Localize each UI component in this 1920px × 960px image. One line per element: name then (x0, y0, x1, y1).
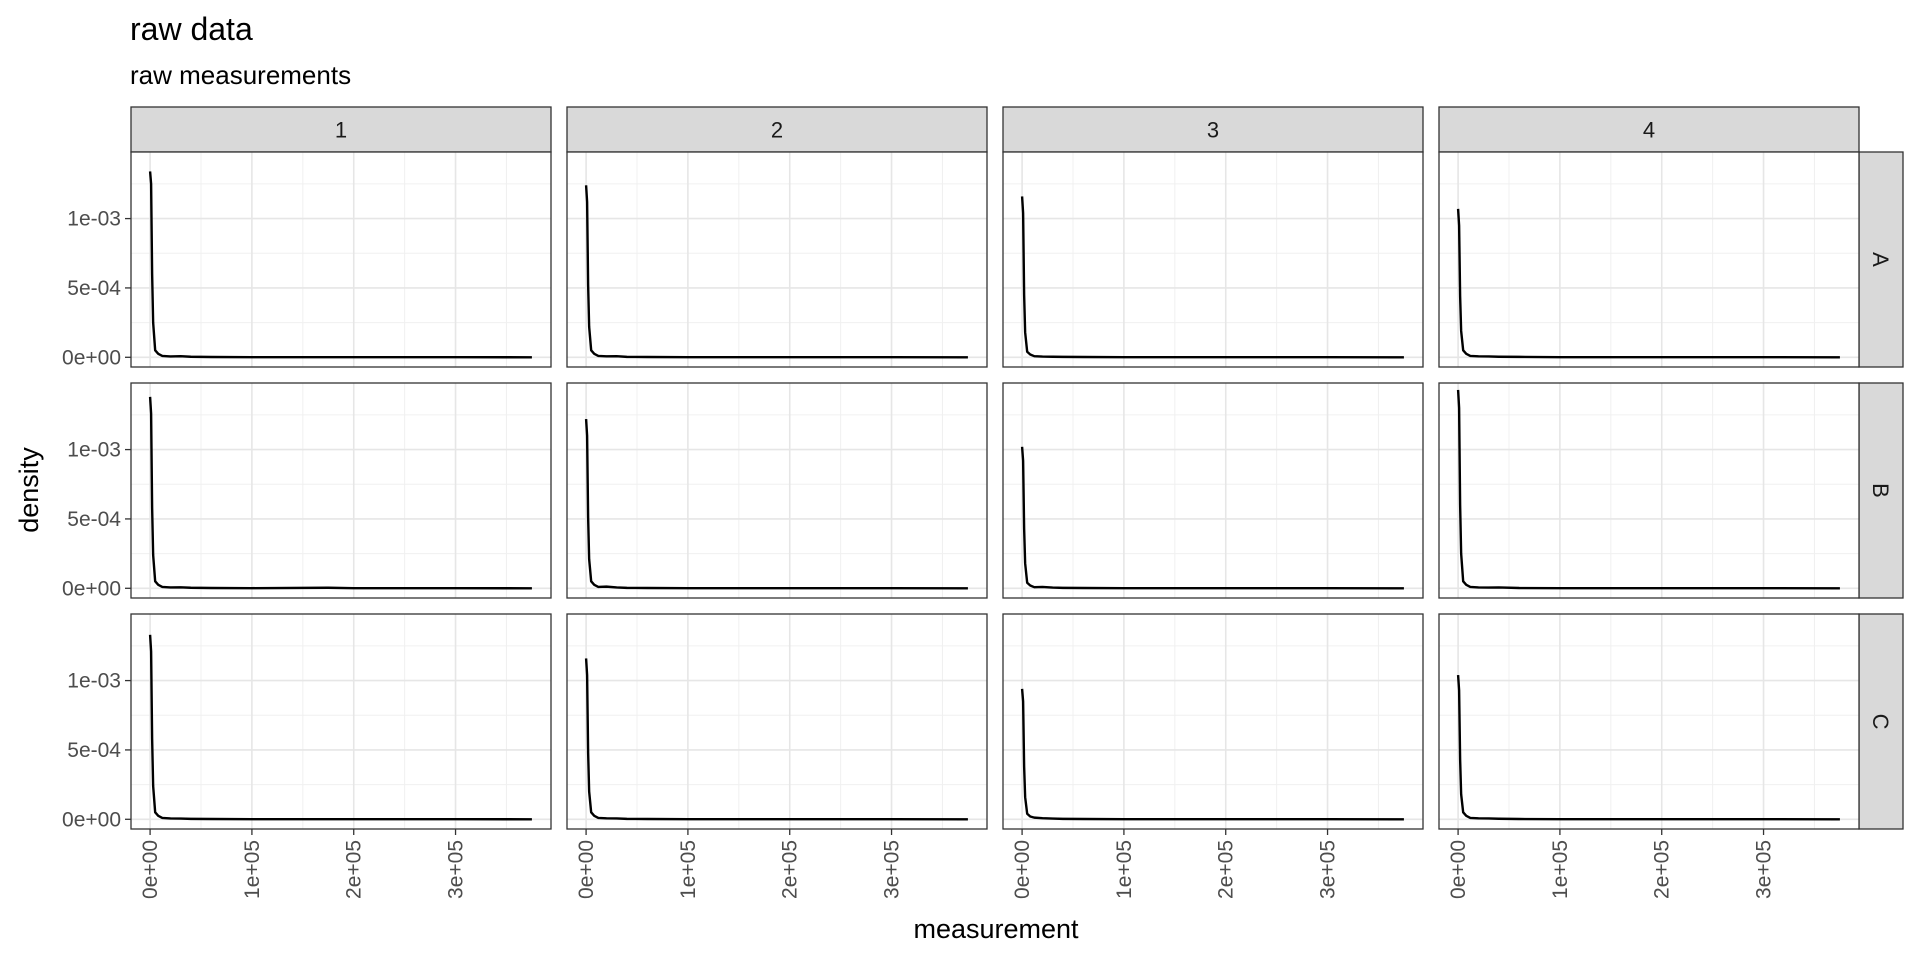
panel-B4 (1438, 382, 1860, 599)
panel-border (1438, 613, 1860, 830)
panel-A2 (566, 151, 988, 368)
panel-border (1438, 151, 1860, 368)
x-tick-label: 3e+05 (445, 840, 468, 899)
panel-gridlines (1439, 383, 1859, 598)
density-line-B4 (1456, 389, 1840, 590)
panel-border (130, 382, 552, 599)
density-line-B1 (148, 396, 532, 590)
panel-C1: 0e+00 5e-04 1e-03 0e+00 1e+05 2e+05 3e+05 (62, 613, 552, 899)
x-tick-label: 0e+00 (139, 840, 162, 899)
panel-A4 (1438, 151, 1860, 368)
x-tick-label: 2e+05 (343, 840, 366, 899)
panel-border (1002, 382, 1424, 599)
density-line-C1 (148, 634, 532, 821)
x-tick-label: 1e+05 (1549, 840, 1572, 899)
facet-strip-col-3 (1002, 106, 1424, 153)
x-tick-label: 2e+05 (779, 840, 802, 899)
chart-title: raw data (130, 11, 253, 47)
density-line-A2 (584, 185, 968, 359)
density-line-C4 (1456, 674, 1840, 821)
density-line-C2 (584, 658, 968, 821)
facet-strip-row-A (1858, 151, 1904, 368)
panel-C2: 0e+00 1e+05 2e+05 3e+05 (566, 613, 988, 899)
panel-B2 (566, 382, 988, 599)
y-tick-label: 1e-03 (67, 439, 121, 462)
x-tick-label: 3e+05 (1317, 840, 1340, 899)
panel-border (130, 613, 552, 830)
panel-border (1438, 382, 1860, 599)
facet-strip-label-row-C: C (1868, 714, 1893, 730)
panel-A3 (1002, 151, 1424, 368)
x-tick-label: 1e+05 (677, 840, 700, 899)
facet-strip-row-C (1858, 613, 1904, 830)
y-tick-label: 1e-03 (67, 670, 121, 693)
x-tick-label: 1e+05 (1113, 840, 1136, 899)
y-tick-label: 0e+00 (62, 808, 121, 831)
x-tick-label: 0e+00 (1011, 840, 1034, 899)
chart-subtitle: raw measurements (130, 60, 351, 90)
facet-grid: 1 2 3 4ABC0e+005e-041e-030e+005e-041e-030e+… (62, 106, 1904, 899)
y-tick-label: 5e-04 (67, 508, 121, 531)
x-tick-label: 3e+05 (1753, 840, 1776, 899)
panel-B3 (1002, 382, 1424, 599)
panel-A1: 0e+00 5e-04 1e-03 (62, 151, 552, 369)
panel-border (566, 382, 988, 599)
x-tick-label: 2e+05 (1215, 840, 1238, 899)
panel-gridlines (1003, 383, 1423, 598)
facet-strip-label-row-B: B (1868, 483, 1893, 498)
x-tick-label: 3e+05 (881, 840, 904, 899)
facet-strip-label-col-1: 1 (335, 118, 347, 143)
density-line-B2 (584, 418, 968, 590)
facet-strip-row-B (1858, 382, 1904, 599)
y-tick-label: 0e+00 (62, 577, 121, 600)
density-line-A4 (1456, 208, 1840, 359)
facet-strip-label-col-4: 4 (1643, 118, 1655, 143)
panel-C3: 0e+00 1e+05 2e+05 3e+05 (1002, 613, 1424, 899)
facet-strip-label-col-2: 2 (771, 118, 783, 143)
panel-border (1002, 613, 1424, 830)
facet-strip-col-1 (130, 106, 552, 153)
density-line-A3 (1020, 196, 1404, 359)
density-line-C3 (1020, 688, 1404, 821)
panel-border (130, 151, 552, 368)
panel-B1: 0e+00 5e-04 1e-03 (62, 382, 552, 600)
y-tick-label: 5e-04 (67, 277, 121, 300)
panel-border (1002, 151, 1424, 368)
facet-strip-label-col-3: 3 (1207, 118, 1219, 143)
x-tick-label: 0e+00 (1447, 840, 1470, 899)
panel-gridlines (131, 383, 551, 598)
y-tick-label: 0e+00 (62, 346, 121, 369)
facet-strip-col-2 (566, 106, 988, 153)
x-axis-label: measurement (913, 914, 1079, 944)
panel-C4: 0e+00 1e+05 2e+05 3e+05 (1438, 613, 1860, 899)
x-tick-label: 0e+00 (575, 840, 598, 899)
y-axis-label: density (14, 447, 44, 533)
panel-gridlines (567, 383, 987, 598)
panel-border (566, 613, 988, 830)
x-tick-label: 2e+05 (1651, 840, 1674, 899)
y-tick-label: 1e-03 (67, 208, 121, 231)
facet-strip-label-row-A: A (1868, 252, 1893, 267)
y-tick-label: 5e-04 (67, 739, 121, 762)
x-tick-label: 1e+05 (241, 840, 264, 899)
panel-border (566, 151, 988, 368)
density-line-A1 (148, 171, 532, 359)
density-line-B3 (1020, 446, 1404, 590)
